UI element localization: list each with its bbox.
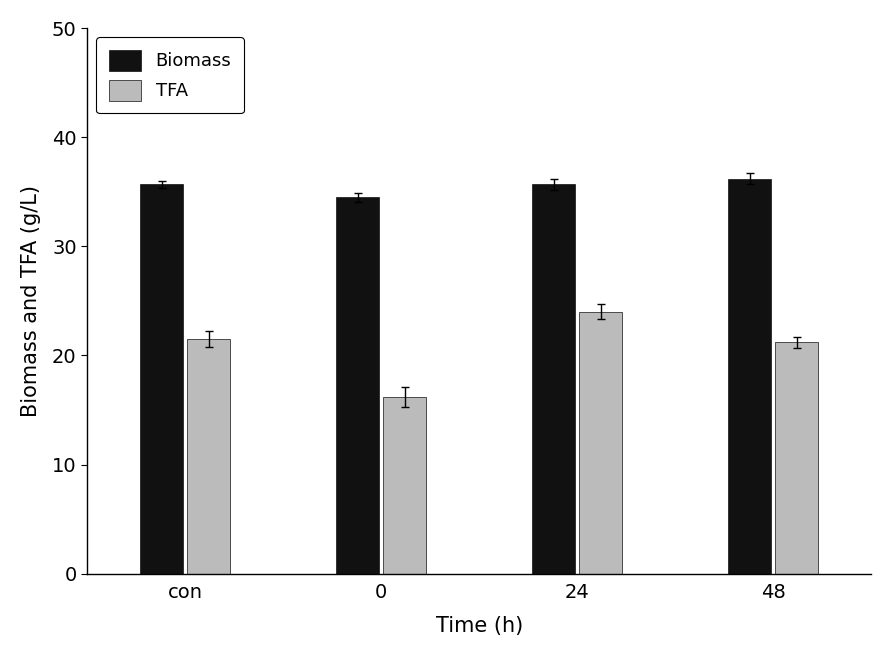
- Bar: [728, 179, 772, 574]
- Legend: Biomass, TFA: Biomass, TFA: [96, 37, 244, 114]
- Bar: [187, 339, 230, 574]
- Bar: [336, 197, 379, 574]
- Y-axis label: Biomass and TFA (g/L): Biomass and TFA (g/L): [21, 185, 41, 417]
- Bar: [775, 342, 818, 574]
- X-axis label: Time (h): Time (h): [435, 616, 523, 636]
- Bar: [383, 397, 426, 574]
- Bar: [579, 312, 623, 574]
- Bar: [532, 184, 575, 574]
- Bar: [140, 184, 183, 574]
